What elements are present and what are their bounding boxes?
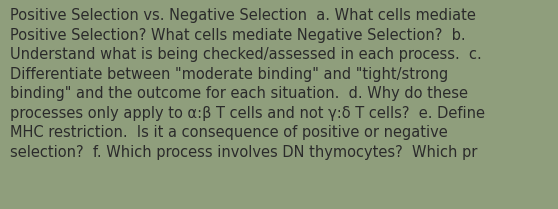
- Text: Positive Selection vs. Negative Selection  a. What cells mediate
Positive Select: Positive Selection vs. Negative Selectio…: [10, 8, 485, 160]
